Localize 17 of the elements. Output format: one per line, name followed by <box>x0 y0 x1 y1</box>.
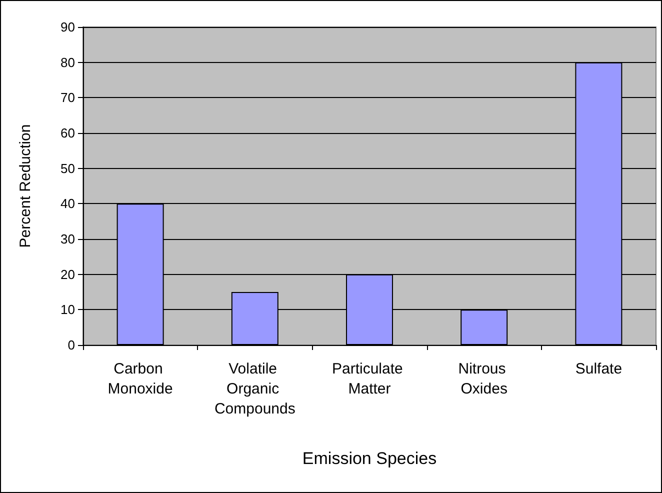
y-tick-label: 20 <box>60 266 75 282</box>
x-axis-title: Emission Species <box>302 449 437 468</box>
y-tick-label: 70 <box>60 90 75 106</box>
y-tick-label: 40 <box>60 196 75 212</box>
x-tick-label: Carbon Monoxide <box>108 360 173 398</box>
y-tick-label: 90 <box>60 20 75 34</box>
x-tick-label: Volatile Organic Compounds <box>214 360 296 418</box>
y-tick-label: 80 <box>60 54 75 70</box>
y-tick-label: 30 <box>60 232 75 246</box>
y-tick-label: 60 <box>60 126 75 140</box>
x-tick-label: Particulate Matter <box>332 360 408 398</box>
y-tick-label: 0 <box>68 338 75 352</box>
x-tick-label: Sulfate <box>575 360 622 378</box>
y-axis-title: Percent Reduction <box>17 124 34 248</box>
y-tick-label: 10 <box>60 302 75 318</box>
y-tick-label: 50 <box>60 160 75 176</box>
x-tick-label: Nitrous Oxides <box>458 360 510 398</box>
